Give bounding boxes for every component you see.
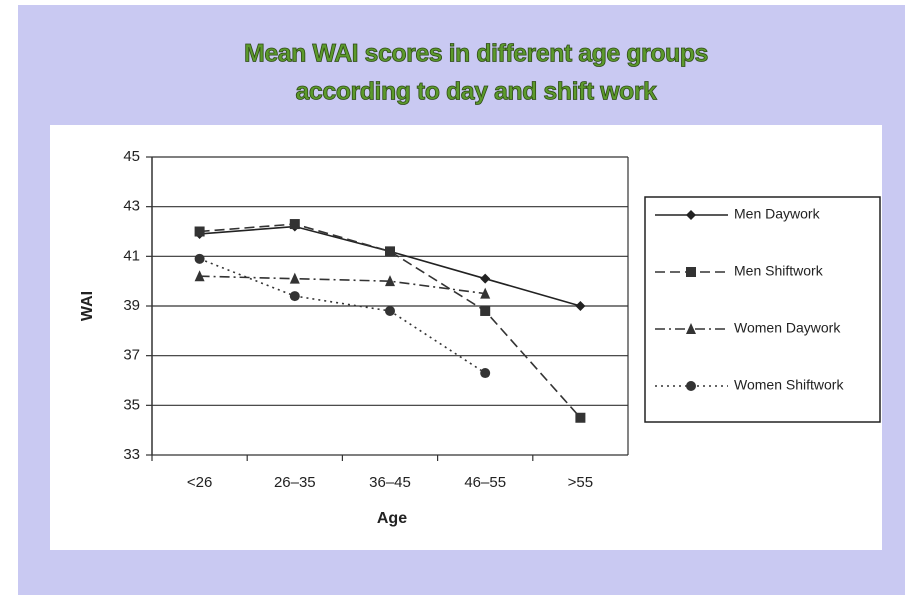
marker	[194, 270, 205, 282]
legend-marker	[686, 267, 696, 277]
legend-label: Women Shiftwork	[734, 377, 844, 393]
y-tick-label: 37	[123, 347, 140, 364]
y-tick-label: 39	[123, 297, 140, 314]
y-tick-label: 43	[123, 198, 140, 215]
x-tick-label: >55	[568, 474, 593, 491]
marker	[480, 287, 491, 299]
marker	[575, 301, 586, 311]
y-tick-label: 35	[123, 396, 140, 413]
marker	[194, 253, 205, 264]
legend-label: Men Shiftwork	[734, 263, 824, 279]
y-tick-label: 41	[123, 247, 140, 264]
marker	[480, 368, 491, 379]
legend-label: Men Daywork	[734, 206, 821, 222]
chart-title: according to day and shift work	[296, 78, 658, 106]
marker	[289, 219, 300, 230]
marker	[289, 272, 300, 284]
chart-title: Mean WAI scores in different age groups	[244, 40, 708, 68]
series-line	[199, 223, 581, 419]
y-tick-label: 45	[123, 148, 140, 165]
legend-box	[644, 196, 881, 423]
y-axis-label: WAI	[79, 291, 96, 321]
marker	[385, 246, 395, 257]
marker	[385, 305, 395, 316]
x-tick-label: 46–55	[464, 474, 506, 491]
marker	[480, 273, 491, 284]
legend-marker	[686, 381, 696, 391]
x-tick-label: <26	[187, 474, 212, 491]
marker	[385, 275, 395, 287]
series-line	[199, 275, 486, 295]
legend-marker	[686, 210, 696, 220]
x-axis-label: Age	[377, 510, 407, 527]
y-tick-label: 33	[123, 446, 140, 463]
marker	[575, 412, 586, 423]
x-tick-label: 26–35	[274, 474, 316, 491]
x-tick-label: 36–45	[369, 474, 411, 491]
legend-label: Women Daywork	[734, 320, 841, 336]
series-line	[199, 258, 486, 374]
marker	[289, 291, 300, 302]
legend-marker	[686, 323, 696, 334]
marker	[480, 305, 491, 316]
marker	[194, 226, 205, 237]
